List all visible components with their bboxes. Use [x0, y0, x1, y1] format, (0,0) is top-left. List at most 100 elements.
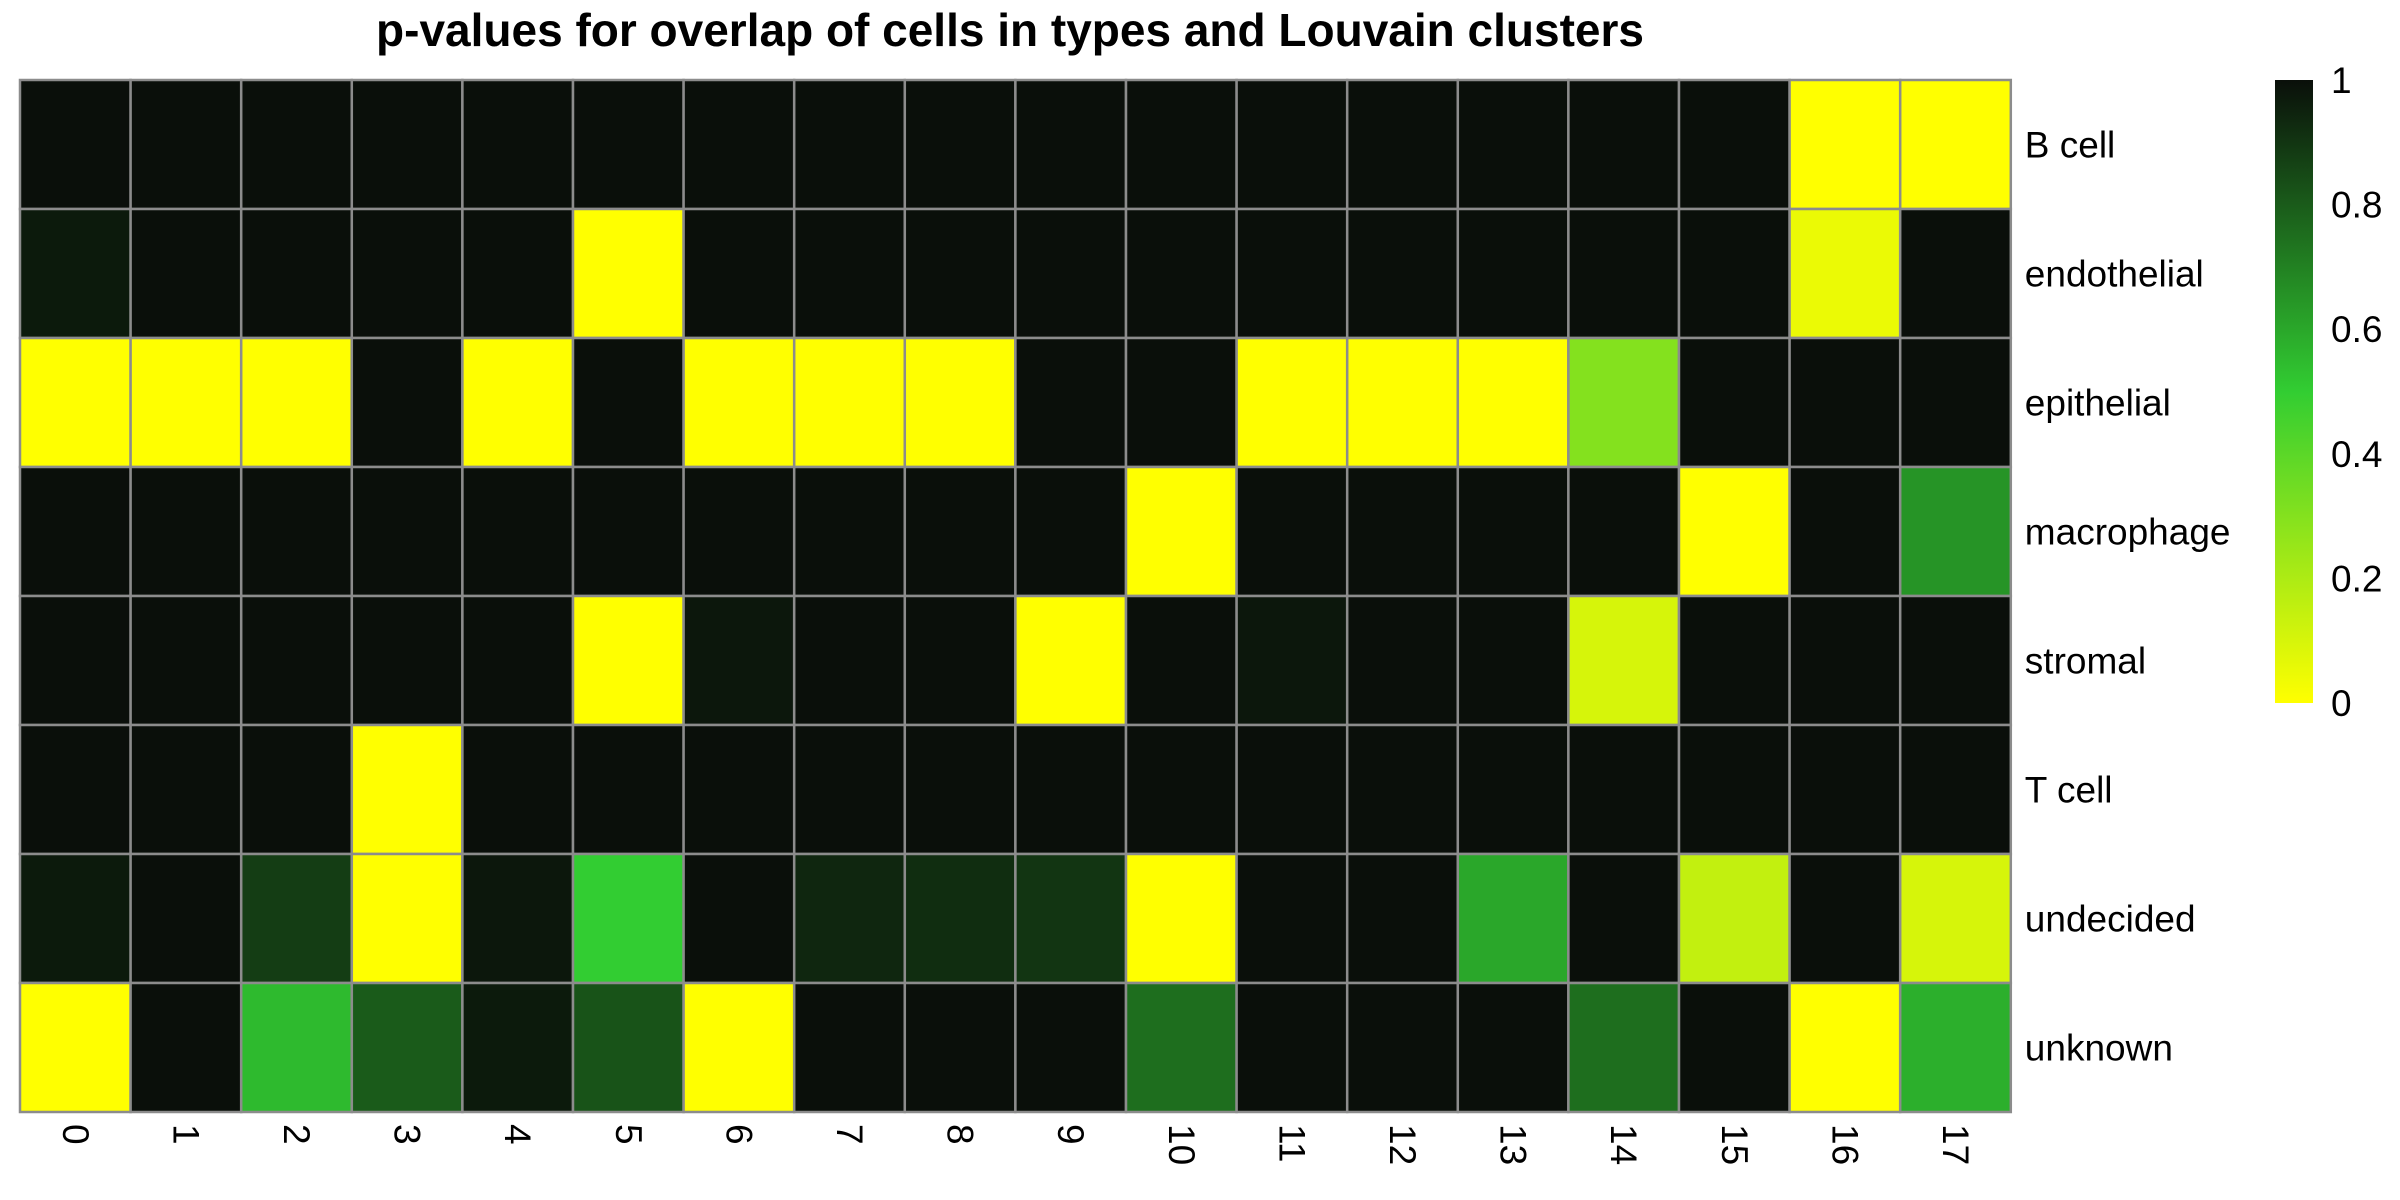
heatmap-cell [239, 465, 354, 598]
colorbar-tick-label: 0.8 [2331, 185, 2382, 226]
heatmap-cell [1014, 852, 1128, 985]
heatmap-cell [1345, 981, 1460, 1114]
colorbar-tick-label: 0.4 [2331, 434, 2382, 475]
heatmap-cell [1677, 852, 1791, 985]
heatmap-cell [18, 723, 132, 856]
heatmap-cell [350, 852, 464, 985]
heatmap-cell [1235, 852, 1349, 985]
heatmap-cell [903, 594, 1017, 727]
heatmap-cell [1677, 981, 1791, 1114]
colorbar-tick-label: 0 [2331, 683, 2352, 724]
column-label: 16 [1824, 1124, 1865, 1165]
heatmap-cell [350, 981, 464, 1114]
heatmap-cell [129, 336, 243, 469]
heatmap-cell [1014, 78, 1128, 211]
heatmap-cell [682, 723, 796, 856]
heatmap-cell [1235, 465, 1349, 598]
column-label: 1 [165, 1124, 206, 1145]
heatmap-cell [1345, 723, 1460, 856]
heatmap-cell [1345, 594, 1460, 727]
heatmap-cell [18, 981, 132, 1114]
heatmap-cell [1456, 723, 1570, 856]
heatmap-cell [1567, 336, 1681, 469]
heatmap-cell [682, 465, 796, 598]
heatmap-cell [350, 336, 464, 469]
heatmap-cell [239, 336, 354, 469]
row-label: stromal [2025, 641, 2146, 682]
color-legend: 0 0.2 0.4 0.6 0.8 1 [2275, 60, 2382, 724]
heatmap-cell [1124, 78, 1238, 211]
heatmap-cell [1567, 981, 1681, 1114]
heatmap-cell [1014, 465, 1128, 598]
heatmap-cell [350, 723, 464, 856]
heatmap-cell [1677, 336, 1791, 469]
heatmap-cell [1235, 594, 1349, 727]
heatmap-cell [1014, 723, 1128, 856]
column-label: 15 [1714, 1124, 1755, 1165]
heatmap-cell [682, 207, 796, 340]
heatmap-cell [1456, 594, 1570, 727]
heatmap-cell [1345, 78, 1460, 211]
column-label: 10 [1161, 1124, 1202, 1165]
heatmap-cell [129, 78, 243, 211]
colorbar-tick-label: 1 [2331, 60, 2352, 101]
column-label: 8 [940, 1124, 981, 1145]
heatmap-cell [1124, 981, 1238, 1114]
heatmap-cell [1898, 336, 2013, 469]
heatmap-cell [1567, 723, 1681, 856]
heatmap-cell [1345, 852, 1460, 985]
heatmap-cell [18, 594, 132, 727]
heatmap-cell [129, 594, 243, 727]
heatmap-cell [1677, 723, 1791, 856]
heatmap-cell [1788, 594, 1902, 727]
heatmap-cell [903, 852, 1017, 985]
heatmap-cell [1345, 465, 1460, 598]
heatmap-cell [1677, 78, 1791, 211]
heatmap-cell [1898, 723, 2013, 856]
column-label: 6 [718, 1124, 759, 1145]
column-label: 17 [1935, 1124, 1976, 1165]
heatmap-cell [792, 981, 907, 1114]
heatmap-cell [1235, 336, 1349, 469]
row-label: undecided [2025, 899, 2196, 940]
heatmap-cell [18, 207, 132, 340]
heatmap-cell [350, 465, 464, 598]
heatmap-cell [1235, 207, 1349, 340]
heatmap-cell [571, 852, 685, 985]
heatmap-cell [350, 207, 464, 340]
heatmap-cell [1898, 465, 2013, 598]
column-label: 14 [1603, 1124, 1644, 1165]
heatmap-cell [571, 78, 685, 211]
heatmap-cell [1788, 723, 1902, 856]
heatmap-cell [350, 594, 464, 727]
heatmap-cell [1788, 336, 1902, 469]
heatmap-cell [239, 207, 354, 340]
heatmap-cell [571, 723, 685, 856]
heatmap-cell [1567, 465, 1681, 598]
heatmap-cell [18, 852, 132, 985]
heatmap-cell [903, 207, 1017, 340]
heatmap-cell [903, 981, 1017, 1114]
column-label: 0 [55, 1124, 96, 1145]
heatmap-cell [571, 981, 685, 1114]
heatmap-cell [1456, 78, 1570, 211]
heatmap-cell [792, 594, 907, 727]
heatmap-cell [1456, 465, 1570, 598]
column-label: 3 [387, 1124, 428, 1145]
heatmap-cell [1456, 852, 1570, 985]
heatmap-cell [792, 336, 907, 469]
column-label: 2 [276, 1124, 317, 1145]
heatmap-cell [1898, 207, 2013, 340]
heatmap-cell [18, 336, 132, 469]
heatmap-cell [1898, 852, 2013, 985]
row-label: endothelial [2025, 254, 2204, 295]
heatmap-cell [350, 78, 464, 211]
heatmap-cell [1235, 78, 1349, 211]
heatmap-cell [461, 78, 575, 211]
column-label: 5 [608, 1124, 649, 1145]
heatmap-cell [1456, 207, 1570, 340]
heatmap-cell [461, 207, 575, 340]
heatmap-cell [1788, 78, 1902, 211]
heatmap-cell [1014, 981, 1128, 1114]
heatmap-cell [903, 78, 1017, 211]
